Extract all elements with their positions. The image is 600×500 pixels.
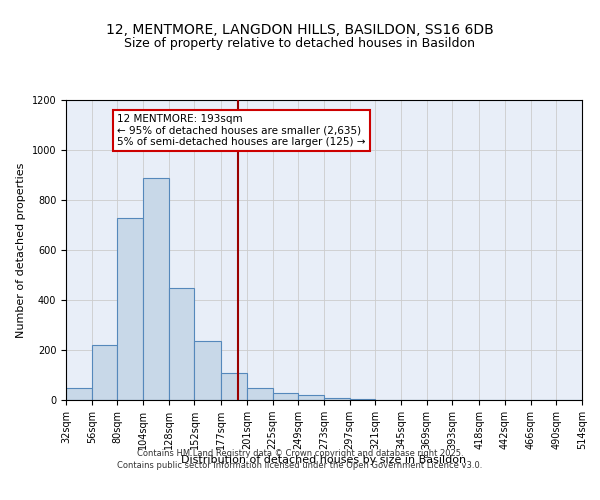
X-axis label: Distribution of detached houses by size in Basildon: Distribution of detached houses by size … bbox=[181, 455, 467, 465]
Bar bbox=[169, 288, 194, 400]
Bar bbox=[66, 388, 92, 400]
Bar bbox=[247, 388, 272, 400]
Text: Size of property relative to detached houses in Basildon: Size of property relative to detached ho… bbox=[125, 38, 476, 51]
Bar bbox=[194, 341, 221, 400]
Bar bbox=[92, 345, 118, 400]
Bar bbox=[221, 372, 247, 400]
Bar bbox=[143, 178, 169, 400]
Bar bbox=[118, 218, 143, 400]
Text: 12, MENTMORE, LANGDON HILLS, BASILDON, SS16 6DB: 12, MENTMORE, LANGDON HILLS, BASILDON, S… bbox=[106, 22, 494, 36]
Text: Contains public sector information licensed under the Open Government Licence v3: Contains public sector information licen… bbox=[118, 461, 482, 470]
Bar bbox=[324, 398, 350, 400]
Y-axis label: Number of detached properties: Number of detached properties bbox=[16, 162, 26, 338]
Bar bbox=[350, 399, 376, 400]
Text: 12 MENTMORE: 193sqm
← 95% of detached houses are smaller (2,635)
5% of semi-deta: 12 MENTMORE: 193sqm ← 95% of detached ho… bbox=[118, 114, 366, 147]
Text: Contains HM Land Registry data © Crown copyright and database right 2025.: Contains HM Land Registry data © Crown c… bbox=[137, 448, 463, 458]
Bar bbox=[298, 395, 324, 400]
Bar bbox=[272, 392, 298, 400]
